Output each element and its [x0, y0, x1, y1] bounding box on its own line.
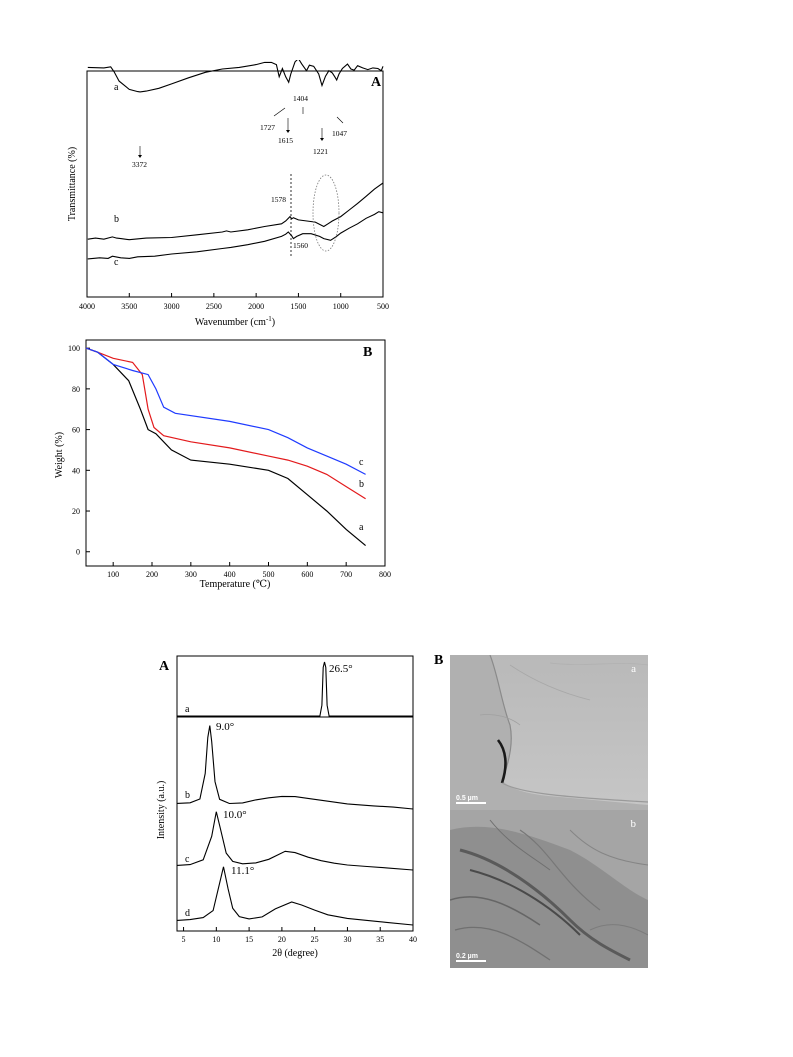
tga-x-tick-label: 600: [301, 570, 313, 579]
ftir-line-a: [87, 60, 384, 93]
xrd-line-a: [177, 661, 413, 717]
tga-x-tick-label: 400: [224, 570, 236, 579]
ftir-x-tick-label: 2000: [248, 302, 264, 311]
xrd-peak-label-26-5: 26.5°: [329, 663, 353, 675]
tga-y-tick-label: 20: [72, 507, 80, 516]
ftir-x-tick-label: 1500: [290, 302, 306, 311]
ftir-x-axis-label: Wavenumber (cm-1): [195, 315, 275, 328]
xrd-x-tick-label: 5: [182, 935, 186, 944]
tga-line-c: [85, 347, 366, 475]
ftir-series-label-a: a: [114, 82, 119, 93]
xrd-x-tick-label: 20: [278, 935, 286, 944]
xrd-y-axis-label: Intensity (a.u.): [156, 781, 167, 840]
ftir-x-tick-label: 500: [377, 302, 389, 311]
tem-image-b-texture: [450, 810, 648, 968]
ftir-plot-frame: [86, 70, 384, 298]
ftir-x-tick-label: 1000: [333, 302, 349, 311]
ftir-peak-1560: 1560: [293, 241, 308, 250]
xrd-line-d: [176, 866, 414, 926]
tga-line-b: [85, 347, 366, 500]
tga-y-tick-label: 0: [76, 548, 80, 557]
tem-panel-label: B: [434, 653, 444, 668]
xrd-plot-frame: [176, 655, 414, 932]
ftir-peak-annotations: 3372 1727 1615 1404 1221 1047 1578 1560: [132, 94, 347, 250]
xrd-series-label-d: d: [185, 908, 190, 919]
ftir-x-axis-label-end: ): [272, 317, 275, 328]
ftir-series-label-c: c: [114, 257, 119, 268]
ftir-peak-1615: 1615: [278, 136, 293, 145]
xrd-x-axis-label: 2θ (degree): [272, 948, 318, 959]
tem-image-a-texture: [450, 655, 648, 810]
tga-panel-label: B: [363, 345, 372, 360]
tem-image-a-scale-bar: 0.5 µm: [456, 795, 486, 804]
ftir-x-tick-label: 2500: [206, 302, 222, 311]
tga-series-label-c: c: [359, 457, 364, 468]
xrd-x-tick-label: 15: [245, 935, 253, 944]
ftir-x-tick-label: 4000: [79, 302, 95, 311]
tga-chart: 100 200 300 400 500 600 700 800 0 20 40 60 80 100 B c…: [54, 339, 391, 590]
tga-y-tick-label: 60: [72, 426, 80, 435]
tga-x-tick-label: 100: [107, 570, 119, 579]
tga-y-tick-label: 80: [72, 385, 80, 394]
tga-series-label-a: a: [359, 522, 364, 533]
ftir-x-axis-label-main: Wavenumber (cm: [195, 317, 266, 328]
ftir-chart: 4000 3500 3000 2500 2000 1500 1000 500 A a b c …: [67, 60, 389, 328]
tga-y-tick-label: 100: [68, 344, 80, 353]
xrd-series-label-b: b: [185, 790, 190, 801]
ftir-peak-1404: 1404: [293, 94, 308, 103]
tem-image-b-scale-line: [456, 960, 486, 962]
tga-line-a: [85, 347, 366, 547]
tga-x-tick-label: 800: [379, 570, 391, 579]
ftir-peak-1047: 1047: [332, 129, 347, 138]
tga-y-tick-label: 40: [72, 466, 80, 475]
tga-x-tick-label: 700: [340, 570, 352, 579]
tem-image-a: a 0.5 µm: [450, 655, 648, 810]
tem-image-a-label: a: [631, 663, 636, 675]
tga-plot-frame: [85, 339, 386, 567]
xrd-line-c: [176, 811, 414, 871]
xrd-peak-label-11-1: 11.1°: [231, 865, 254, 877]
xrd-x-tick-label: 25: [311, 935, 319, 944]
tem-image-b: b 0.2 µm: [450, 810, 648, 968]
ftir-peak-1221: 1221: [313, 147, 328, 156]
ftir-x-tick-label: 3500: [121, 302, 137, 311]
xrd-chart: 5 10 15 20 25 30 35 40 A a b c d 26.5° 9.0° 10.…: [156, 655, 417, 959]
tga-x-tick-label: 500: [263, 570, 275, 579]
xrd-line-b: [176, 725, 414, 810]
ftir-series-label-b: b: [114, 214, 119, 225]
xrd-peak-label-9-0: 9.0°: [216, 721, 234, 733]
ftir-line-c: [87, 211, 384, 260]
tem-image-a-scale-text: 0.5 µm: [456, 795, 478, 802]
tga-x-axis-label: Temperature (℃): [200, 579, 271, 590]
xrd-panel-label: A: [159, 659, 170, 674]
tem-image-b-label: b: [630, 818, 637, 830]
xrd-x-tick-label: 10: [212, 935, 220, 944]
ftir-peak-3372: 3372: [132, 160, 147, 169]
tga-series-label-b: b: [359, 479, 364, 490]
xrd-peak-label-10-0: 10.0°: [223, 809, 247, 821]
xrd-x-tick-label: 40: [409, 935, 417, 944]
xrd-series-label-a: a: [185, 704, 190, 715]
ftir-x-tick-label: 3000: [164, 302, 180, 311]
tem-image-b-scale-bar: 0.2 µm: [456, 953, 486, 962]
ftir-x-axis-label-sup: -1: [266, 315, 272, 323]
tem-image-a-scale-line: [456, 802, 486, 804]
xrd-x-tick-label: 35: [376, 935, 384, 944]
ftir-line-b: [87, 182, 384, 241]
xrd-series-label-c: c: [185, 854, 190, 865]
tga-x-tick-label: 300: [185, 570, 197, 579]
tga-x-tick-label: 200: [146, 570, 158, 579]
xrd-x-tick-label: 30: [343, 935, 351, 944]
tga-y-axis-label: Weight (%): [54, 432, 65, 478]
ftir-peak-1578: 1578: [271, 195, 286, 204]
ftir-y-axis-label: Transmittance (%): [67, 147, 78, 221]
ftir-peak-1727: 1727: [260, 123, 275, 132]
ftir-panel-label: A: [371, 75, 382, 90]
tem-image-b-scale-text: 0.2 µm: [456, 953, 478, 960]
ftir-ellipse-marker: [312, 174, 340, 252]
